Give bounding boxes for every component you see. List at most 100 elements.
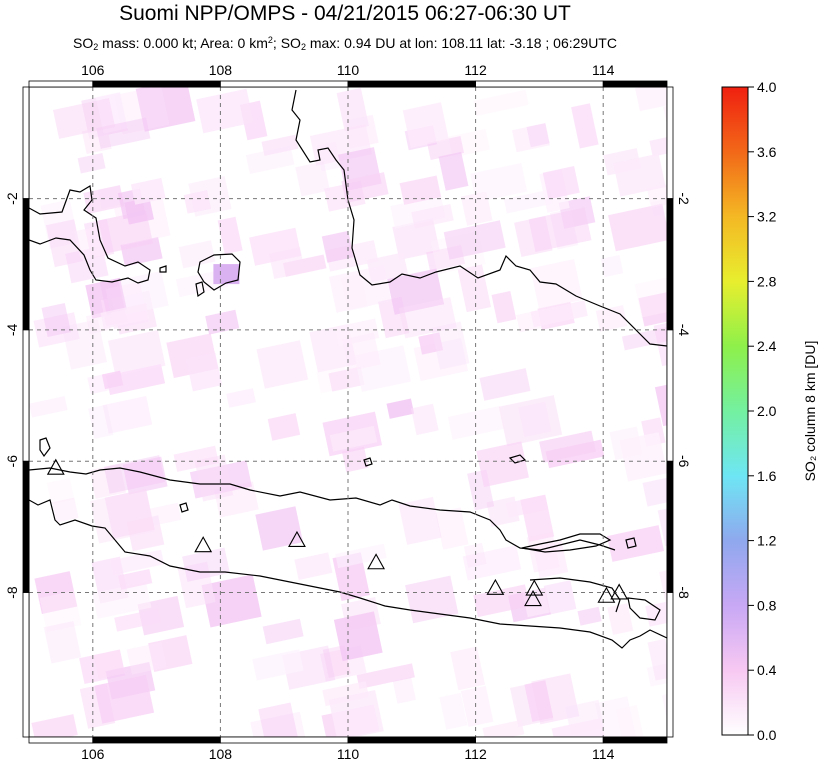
so2-pixel-field — [29, 87, 667, 737]
so2-pixel — [177, 561, 216, 609]
frame-segment-left — [22, 86, 30, 200]
so2-pixel — [410, 403, 439, 436]
lat-tick-label-left: -8 — [4, 586, 20, 599]
map-frame — [22, 80, 674, 744]
so2-pixel — [182, 547, 230, 582]
graticule — [29, 87, 667, 737]
so2-pixel — [96, 117, 151, 149]
so2-pixel — [498, 395, 563, 447]
so2-pixel — [41, 303, 71, 338]
so2-pixel — [392, 676, 416, 704]
so2-pixel — [45, 219, 84, 268]
map-subtitle: SO2 mass: 0.000 kt; Area: 0 km2; SO2 max… — [73, 35, 617, 52]
so2-pixel — [217, 216, 243, 255]
colorbar-tick-label: 0.8 — [757, 597, 777, 613]
so2-pixel — [46, 478, 75, 505]
small-island-5 — [363, 457, 373, 467]
lon-tick-label-bottom: 108 — [209, 746, 233, 759]
triangle-icon — [367, 553, 386, 570]
so2-pixel — [321, 230, 354, 263]
frame-segment-top — [92, 80, 221, 88]
so2-pixel — [530, 300, 588, 328]
so2-pixel — [122, 456, 168, 495]
so2-pixel — [649, 130, 667, 157]
so2-pixel — [43, 621, 82, 664]
so2-pixel — [635, 87, 667, 112]
so2-pixel — [114, 87, 170, 135]
colorbar-tick-label: 2.8 — [757, 273, 777, 289]
so2-pixel — [53, 98, 116, 139]
so2-pixel — [135, 87, 196, 132]
so2-pixel — [551, 718, 606, 737]
so2-pixel — [387, 268, 445, 315]
frame-segment-right — [666, 86, 674, 200]
so2-pixel — [543, 580, 577, 615]
lon-tick-label-bottom: 110 — [337, 746, 360, 759]
frame-segment-bottom — [602, 736, 668, 744]
so2-pixel — [97, 184, 124, 209]
lon-tick-label-top: 108 — [209, 62, 233, 78]
so2-pixel — [258, 702, 298, 737]
lon-tick-label-top: 112 — [464, 62, 487, 78]
so2-pixel — [405, 575, 459, 624]
frame-segment-bottom — [475, 736, 604, 744]
so2-pixel — [647, 180, 667, 208]
so2-pixel — [503, 189, 553, 214]
frame-segment-bottom — [347, 736, 476, 744]
so2-pixel — [462, 545, 522, 581]
so2-pixel — [479, 368, 531, 401]
frame-segment-right — [666, 460, 674, 593]
java-west-coastline — [29, 499, 116, 541]
so2-pixel — [31, 714, 78, 737]
so2-pixel — [83, 185, 125, 215]
so2-pixel — [267, 413, 301, 441]
so2-pixel — [526, 122, 550, 148]
so2-pixel — [341, 446, 369, 473]
so2-pixel — [196, 88, 254, 134]
map-title: Suomi NPP/OMPS - 04/21/2015 06:27-06:30 … — [119, 2, 571, 25]
frame-segment-left — [22, 329, 30, 462]
frame-segment-top — [602, 80, 668, 88]
so2-pixel — [654, 383, 667, 427]
so2-pixel — [103, 455, 165, 494]
so2-pixel — [619, 432, 667, 482]
so2-pixel — [539, 430, 596, 463]
lon-tick-label-bottom: 112 — [464, 746, 487, 759]
so2-pixel — [615, 705, 645, 737]
so2-pixel — [173, 445, 219, 472]
so2-pixel — [645, 594, 667, 627]
lat-tick-label-right: -6 — [676, 455, 692, 468]
so2-pixel — [104, 488, 155, 539]
so2-pixel — [638, 290, 667, 327]
so2-pixel — [600, 254, 624, 278]
frame-segment-left — [22, 592, 30, 738]
so2-pixel — [341, 596, 381, 632]
so2-pixel — [322, 681, 370, 707]
so2-pixel — [40, 199, 79, 249]
so2-pixel — [356, 663, 415, 689]
so2-pixel — [93, 649, 126, 679]
so2-pixel — [205, 309, 240, 335]
so2-pixel — [188, 175, 232, 217]
axis-tick-labels: 106 106 108 108 110 110 112 112 114 114 -2 -2 -4 -4 -6… — [4, 62, 692, 759]
so2-pixel — [322, 411, 383, 457]
colorbar-tick-label: 0.4 — [757, 662, 777, 678]
frame-segment-top — [347, 80, 476, 88]
so2-pixel — [392, 218, 440, 261]
so2-pixel — [328, 366, 365, 392]
frame-segment-left — [22, 198, 30, 331]
so2-pixel — [470, 162, 528, 203]
lon-tick-label-bottom: 114 — [592, 746, 615, 759]
so2-pixel — [333, 611, 383, 662]
so2-pixel — [443, 220, 506, 260]
so2-pixel — [77, 152, 106, 174]
so2-pixel — [148, 635, 193, 672]
so2-pixel — [88, 404, 114, 439]
so2-pixel — [476, 441, 529, 488]
so2-pixel — [621, 325, 667, 351]
colorbar: 4.0 3.6 3.2 2.8 2.4 2.0 1.6 1.2 0.8 0.4 0.0 SO₂ co… — [721, 79, 818, 743]
colorbar-ticks: 4.0 3.6 3.2 2.8 2.4 2.0 1.6 1.2 0.8 0.4 0.0 — [748, 79, 777, 743]
frame-segment-top — [219, 80, 349, 88]
so2-pixel — [646, 662, 667, 687]
so2-pixel — [366, 252, 409, 283]
